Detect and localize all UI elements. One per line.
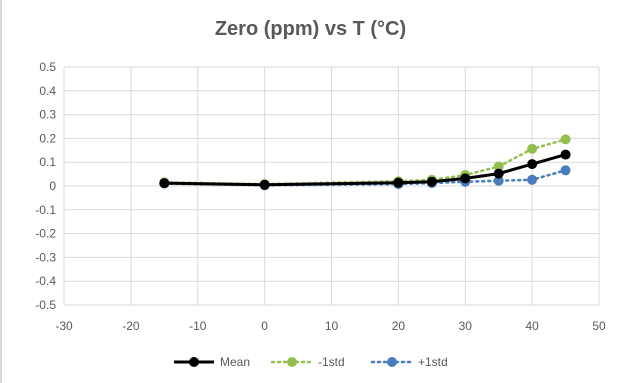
x-tick-label-7: 40 [525,319,539,333]
series-0-point-1 [259,179,270,190]
legend-marker-1 [287,357,297,367]
x-tick-label-1: -20 [122,319,140,333]
y-tick-label-0: -0.5 [35,298,56,312]
x-tick-label-0: -30 [55,319,73,333]
legend-label-1: -1std [318,355,345,369]
y-tick-label-5: 0 [49,179,56,193]
legend-label-0: Mean [220,355,250,369]
x-tick-label-5: 20 [392,319,406,333]
y-tick-label-7: 0.2 [39,131,56,145]
series-0-point-4 [460,173,471,184]
y-tick-label-8: 0.3 [39,108,56,122]
chart-title: Zero (ppm) vs T (°C) [214,18,407,40]
x-tick-label-3: 0 [261,319,268,333]
y-tick-label-3: -0.2 [35,227,56,241]
series-2-point-7 [560,165,571,176]
series-0-point-2 [393,177,404,188]
x-tick-label-4: 10 [325,319,339,333]
y-tick-label-1: -0.4 [35,274,56,288]
series-2-point-6 [527,174,538,185]
series-1-point-7 [560,134,571,145]
y-tick-label-9: 0.4 [39,84,56,98]
series-1-point-5 [493,161,504,172]
legend-label-2: +1std [418,355,448,369]
legend-marker-0 [189,357,199,367]
y-tick-label-6: 0.1 [39,155,56,169]
series-line-0 [164,153,567,187]
series-0-point-3 [426,176,437,187]
series-2-point-5 [493,175,504,186]
series-1-point-6 [527,143,538,154]
y-tick-label-2: -0.3 [35,250,56,264]
series-0-point-5 [493,168,504,179]
y-tick-label-4: -0.1 [35,203,56,217]
x-tick-label-2: -10 [189,319,207,333]
x-tick-label-6: 30 [459,319,473,333]
y-tick-label-10: 0.5 [39,60,56,74]
legend-marker-2 [387,357,397,367]
series-0-point-0 [159,178,170,189]
x-tick-label-8: 50 [592,319,606,333]
series-0-point-7 [560,149,571,160]
series-0-point-6 [527,159,538,170]
